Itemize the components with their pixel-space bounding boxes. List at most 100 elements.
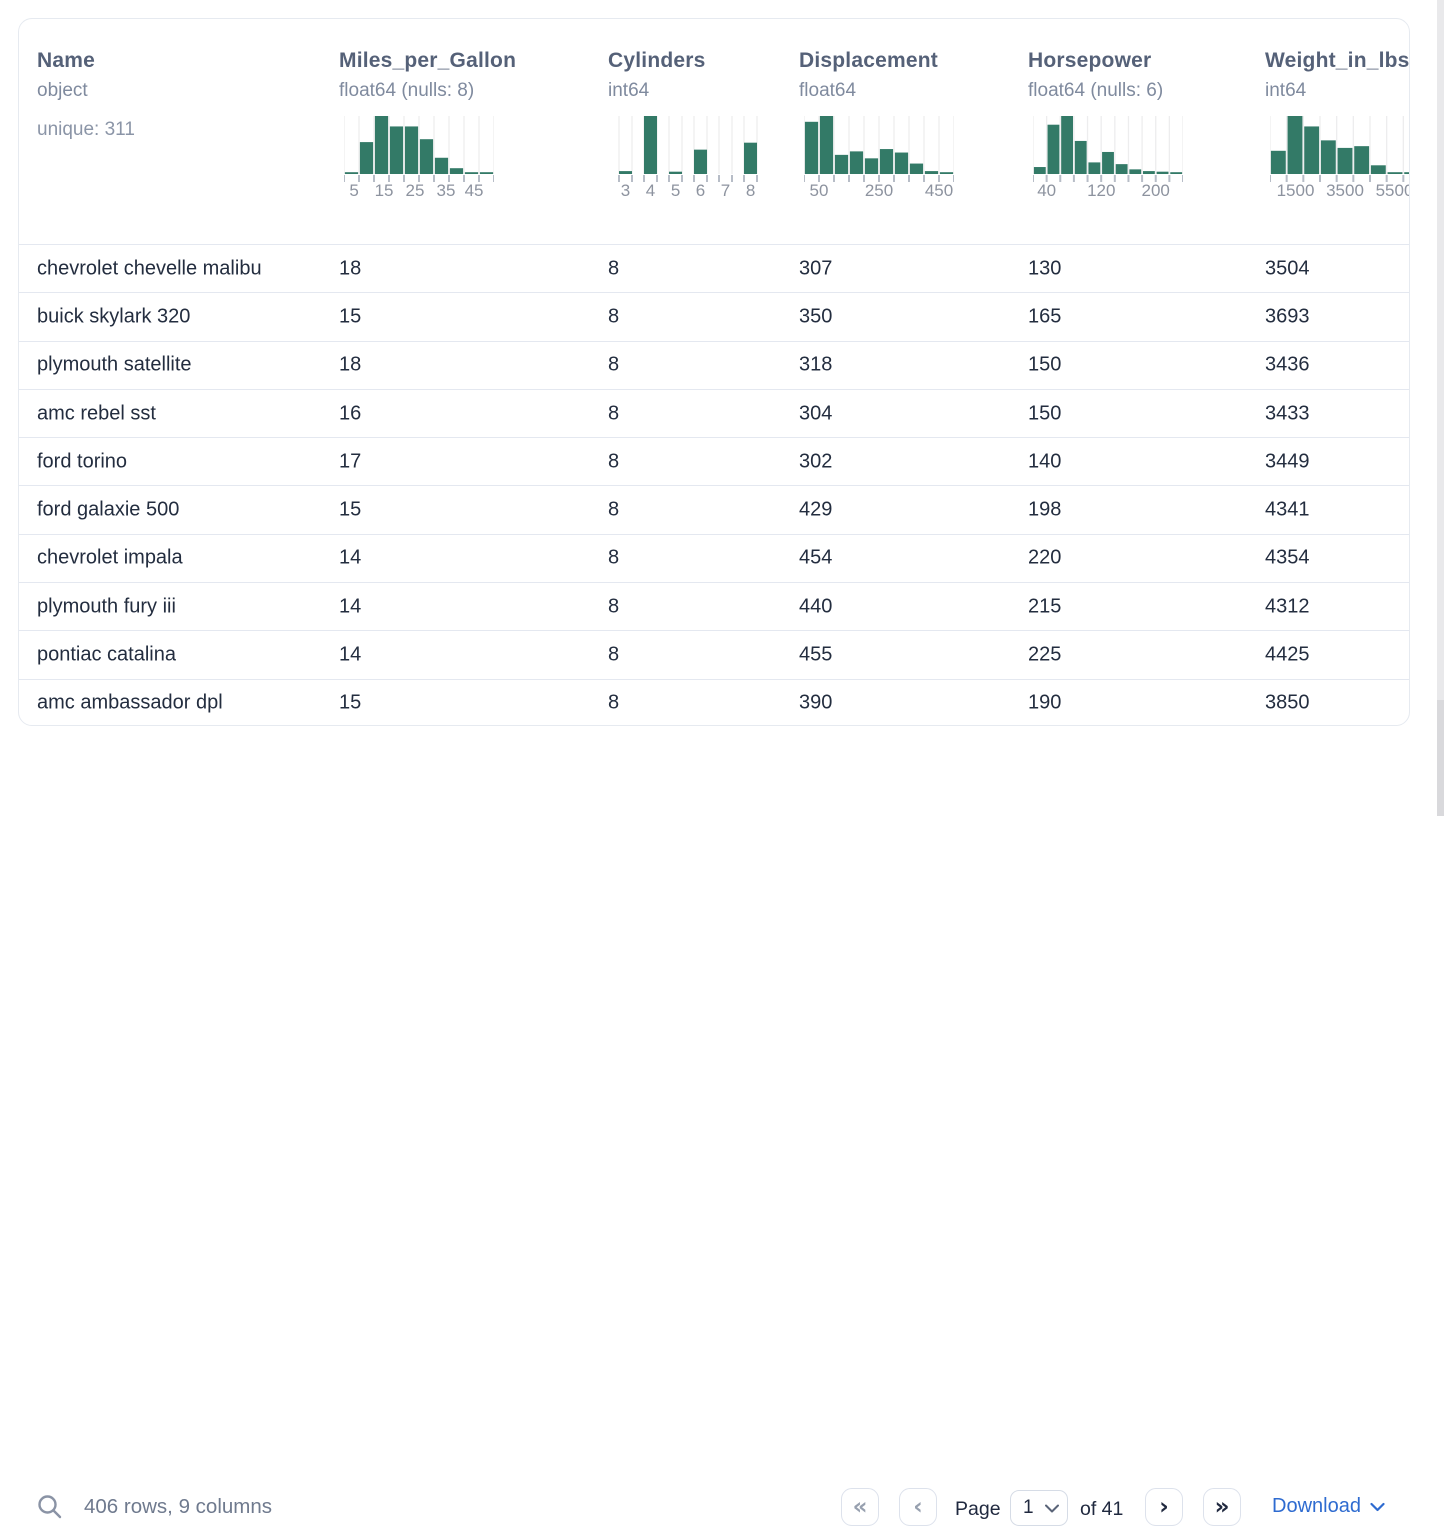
column-histogram: 40 120 200 <box>1032 116 1184 207</box>
table-cell: 140 <box>1028 450 1062 473</box>
table-cell: 8 <box>608 402 620 425</box>
table-cell: 3850 <box>1265 691 1310 714</box>
table-cell: chevrolet impala <box>37 546 183 569</box>
table-cell: 130 <box>1028 257 1062 280</box>
column-header-name[interactable]: Name object unique: 311 <box>37 49 135 141</box>
column-header-cylinders[interactable]: Cylinders int64 3 4 5 6 7 8 <box>608 49 763 207</box>
svg-text:15: 15 <box>375 181 394 200</box>
table-row: chevrolet impala 14 8 454 220 4354 <box>19 533 1409 582</box>
table-cell: 3693 <box>1265 305 1310 328</box>
table-cell: 8 <box>608 643 620 666</box>
table-cell: 220 <box>1028 546 1062 569</box>
svg-text:250: 250 <box>865 181 893 200</box>
table-cell: amc rebel sst <box>37 402 156 425</box>
table-row: pontiac catalina 14 8 455 225 4425 <box>19 630 1409 678</box>
column-name: Miles_per_Gallon <box>339 49 517 72</box>
table-body: chevrolet chevelle malibu 18 8 307 130 3504 bu… <box>19 244 1409 725</box>
table-cell: 16 <box>339 402 362 425</box>
table-cell: 14 <box>339 643 362 666</box>
table-cell: 440 <box>799 595 833 618</box>
svg-text:6: 6 <box>696 181 705 200</box>
column-header-displacement[interactable]: Displacement float64 50 250 450 <box>799 49 955 207</box>
table-cell: 8 <box>608 498 620 521</box>
table-cell: 3504 <box>1265 257 1310 280</box>
table-cell: 190 <box>1028 691 1062 714</box>
table-cell: 454 <box>799 546 833 569</box>
download-label: Download <box>1272 1495 1361 1517</box>
table-cell: chevrolet chevelle malibu <box>37 257 262 280</box>
table-cell: 8 <box>608 595 620 618</box>
table-cell: 165 <box>1028 305 1062 328</box>
first-page-button[interactable]: « <box>841 1488 879 1526</box>
table-cell: 8 <box>608 305 620 328</box>
last-page-button[interactable]: » <box>1203 1488 1241 1526</box>
column-header-weight_in_lbs[interactable]: Weight_in_lbs int64 1500 3500 5500 <box>1265 49 1409 207</box>
page-select[interactable]: 1 <box>1010 1490 1068 1526</box>
next-page-button[interactable]: › <box>1145 1488 1183 1526</box>
table-cell: 14 <box>339 595 362 618</box>
search-icon[interactable] <box>36 1493 64 1521</box>
column-header-miles_per_gallon[interactable]: Miles_per_Gallon float64 (nulls: 8) 5 15 25 3… <box>339 49 516 207</box>
vertical-scrollbar[interactable] <box>1437 0 1444 816</box>
svg-text:5: 5 <box>671 181 680 200</box>
scrollbar-thumb[interactable] <box>1437 700 1444 816</box>
table-cell: buick skylark 320 <box>37 305 191 328</box>
table-cell: 8 <box>608 450 620 473</box>
table-cell: 3433 <box>1265 402 1310 425</box>
page-count-label: of 41 <box>1080 1498 1124 1520</box>
table-cell: 215 <box>1028 595 1062 618</box>
table-cell: plymouth satellite <box>37 353 192 376</box>
svg-text:120: 120 <box>1087 181 1115 200</box>
svg-text:45: 45 <box>465 181 484 200</box>
table-row: chevrolet chevelle malibu 18 8 307 130 3504 <box>19 244 1409 292</box>
table-cell: 18 <box>339 257 362 280</box>
column-dtype: object <box>37 80 88 101</box>
table-cell: 17 <box>339 450 362 473</box>
table-cell: 198 <box>1028 498 1062 521</box>
column-dtype: float64 (nulls: 6) <box>1028 80 1164 101</box>
table-cell: 14 <box>339 546 362 569</box>
svg-text:3500: 3500 <box>1326 181 1364 200</box>
table-row: ford torino 17 8 302 140 3449 <box>19 437 1409 485</box>
column-histogram: 5 15 25 35 45 <box>343 116 516 207</box>
chevron-down-icon <box>1370 1502 1385 1511</box>
previous-page-button[interactable]: ‹ <box>899 1488 937 1526</box>
svg-text:40: 40 <box>1037 181 1056 200</box>
table-cell: plymouth fury iii <box>37 595 176 618</box>
svg-text:4: 4 <box>646 181 655 200</box>
table-row: plymouth satellite 18 8 318 150 3436 <box>19 340 1409 389</box>
column-name: Cylinders <box>608 49 706 72</box>
table-cell: 304 <box>799 402 833 425</box>
table-cell: 15 <box>339 498 362 521</box>
table-row: buick skylark 320 15 8 350 165 3693 <box>19 292 1409 340</box>
page-select-value: 1 <box>1023 1497 1034 1518</box>
table-cell: 307 <box>799 257 833 280</box>
table-cell: 429 <box>799 498 833 521</box>
table-row: ford galaxie 500 15 8 429 198 4341 <box>19 485 1409 533</box>
table-cell: 3436 <box>1265 353 1310 376</box>
table-cell: 4341 <box>1265 498 1310 521</box>
table-cell: 150 <box>1028 402 1062 425</box>
chevron-down-icon <box>1045 1504 1059 1512</box>
table-cell: 8 <box>608 691 620 714</box>
table-cell: 225 <box>1028 643 1062 666</box>
column-header-horsepower[interactable]: Horsepower float64 (nulls: 6) 40 120 200 <box>1028 49 1184 207</box>
table-cell: 8 <box>608 546 620 569</box>
table-row: plymouth fury iii 14 8 440 215 4312 <box>19 582 1409 630</box>
table-cell: 318 <box>799 353 833 376</box>
column-histogram: 1500 3500 5500 <box>1269 116 1409 207</box>
page-label: Page <box>955 1498 1001 1520</box>
column-dtype: int64 <box>1265 80 1307 101</box>
column-dtype: float64 (nulls: 8) <box>339 80 475 101</box>
table-cell: ford galaxie 500 <box>37 498 180 521</box>
row-column-count: 406 rows, 9 columns <box>84 1495 273 1518</box>
column-histogram: 50 250 450 <box>803 116 955 207</box>
download-button[interactable]: Download <box>1272 1495 1385 1518</box>
table-cell: 150 <box>1028 353 1062 376</box>
svg-text:3: 3 <box>621 181 630 200</box>
table-cell: 8 <box>608 353 620 376</box>
svg-text:200: 200 <box>1142 181 1170 200</box>
